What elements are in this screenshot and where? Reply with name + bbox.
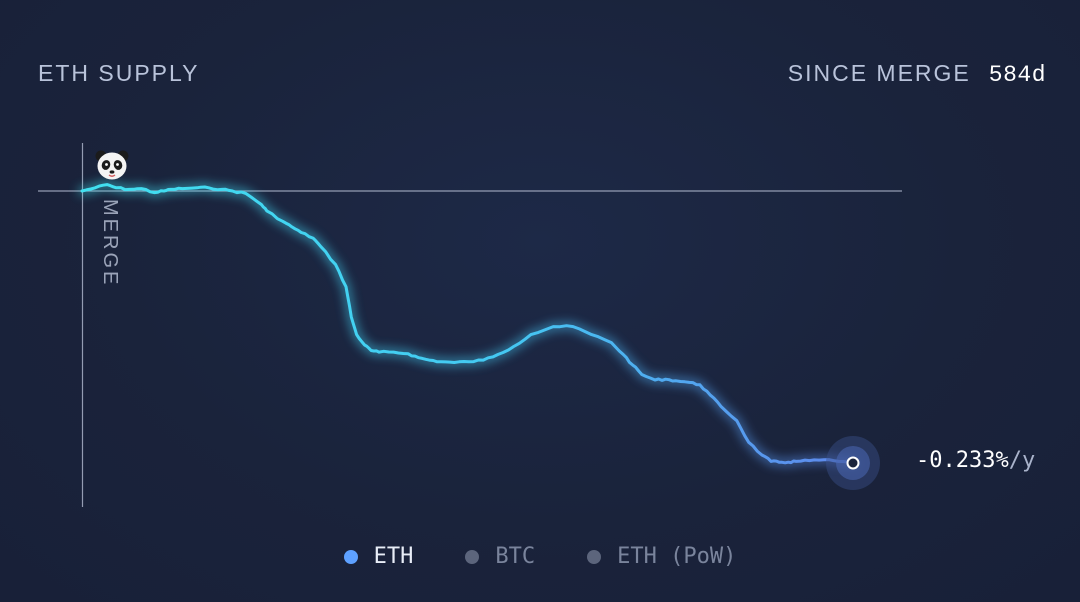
eth-series-line xyxy=(80,183,855,465)
legend-dot-eth-pow xyxy=(587,549,602,564)
legend-item-btc[interactable]: BTC xyxy=(465,544,535,569)
legend-label-eth-pow: ETH (PoW) xyxy=(617,544,737,569)
since-merge-readout: SINCE MERGE 584d xyxy=(788,60,1046,88)
since-merge-value: 584d xyxy=(988,62,1046,88)
legend-label-eth: ETH xyxy=(373,544,414,569)
legend-dot-btc xyxy=(465,549,480,564)
legend-dot-eth xyxy=(343,549,358,564)
annual-rate-readout: -0.233% /y xyxy=(916,448,1035,473)
merge-label: MERGE xyxy=(99,199,121,287)
panda-icon xyxy=(95,150,129,180)
legend-label-btc: BTC xyxy=(495,544,536,569)
series-legend: ETH BTC ETH (PoW) xyxy=(0,544,1080,569)
since-merge-label: SINCE MERGE xyxy=(787,60,971,86)
current-value-marker xyxy=(826,436,880,490)
chart-title: ETH SUPPLY xyxy=(38,60,200,86)
annual-rate-unit: /y xyxy=(1008,448,1036,473)
legend-item-eth-pow[interactable]: ETH (PoW) xyxy=(587,544,736,569)
legend-item-eth[interactable]: ETH xyxy=(343,544,414,569)
annual-rate-value: -0.233% xyxy=(916,448,1009,473)
